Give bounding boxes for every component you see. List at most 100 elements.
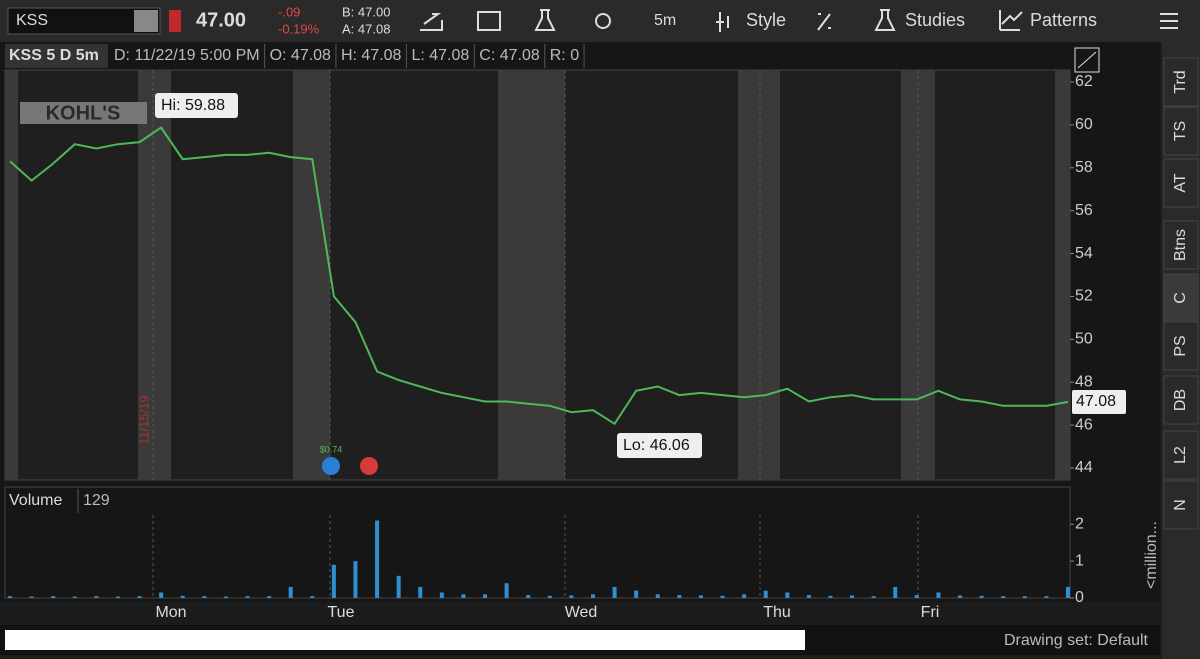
sidebar-tab[interactable]: [1163, 57, 1199, 107]
volume-bar: [331, 564, 336, 598]
header-field: H: 47.08: [341, 47, 402, 64]
style-icon[interactable]: [716, 12, 729, 32]
sidebar-tab-label[interactable]: L2: [1172, 446, 1189, 464]
volume-panel: [4, 486, 1071, 599]
sidebar-tab-label[interactable]: TS: [1172, 121, 1189, 141]
volume-bar: [979, 595, 984, 598]
scrollbar[interactable]: [5, 630, 805, 650]
earnings-icon[interactable]: [322, 457, 340, 475]
day-label: Wed: [565, 604, 598, 621]
sidebar-tab-label[interactable]: DB: [1172, 389, 1189, 411]
extended-hours: [293, 70, 330, 480]
sidebar-tab[interactable]: [1163, 158, 1199, 208]
dropdown[interactable]: [134, 10, 158, 32]
y-tick-label: 50: [1075, 331, 1093, 348]
change: -.09: [278, 4, 300, 19]
patterns-button[interactable]: Patterns: [1030, 10, 1097, 30]
last-price: 47.00: [196, 9, 246, 31]
volume-bar: [612, 586, 617, 598]
volume-bar: [1044, 596, 1049, 598]
symbol: KSS: [16, 12, 48, 29]
volume-bar: [439, 592, 444, 598]
sidebar-tab[interactable]: [1163, 106, 1199, 156]
percent-icon[interactable]: [817, 13, 831, 31]
volume-bar: [720, 595, 725, 598]
sidebar-tab-label[interactable]: N: [1172, 499, 1189, 511]
header-field: L: 47.08: [411, 47, 469, 64]
share-icon[interactable]: [420, 13, 443, 31]
conference-icon[interactable]: [360, 457, 378, 475]
dividend: $0.74: [320, 444, 343, 454]
volume-bar: [245, 596, 250, 598]
hi-label: Hi: 59.88: [161, 97, 225, 114]
sidebar-tab-label[interactable]: AT: [1172, 173, 1189, 192]
volume-bar: [698, 595, 703, 598]
volume-bar: [353, 561, 358, 598]
volume-bar: [461, 594, 466, 598]
sidebar-tab[interactable]: [1163, 321, 1199, 371]
volume-bar: [223, 596, 228, 598]
change-pct: -0.19%: [278, 21, 320, 36]
volume-bar: [526, 595, 531, 598]
volume-bar: [785, 592, 790, 598]
volume-bar: [1001, 596, 1006, 598]
style-button[interactable]: Style: [746, 10, 786, 30]
header-field: D: 11/22/19 5:00 PM: [114, 47, 260, 64]
extended-hours: [498, 70, 565, 480]
y-tick-label: 46: [1075, 416, 1093, 433]
volume-axis-label: <million...: [1143, 521, 1160, 589]
alert-icon[interactable]: [169, 10, 181, 32]
sidebar-tab-label[interactable]: PS: [1172, 335, 1189, 356]
header-field: R: 0: [550, 47, 579, 64]
volume-bar: [202, 596, 207, 598]
sidebar-tab[interactable]: [1163, 430, 1199, 480]
sidebar-tab-label[interactable]: Trd: [1172, 70, 1189, 93]
chart-title: KSS 5 D 5m: [9, 47, 99, 64]
logo-box: [20, 102, 147, 124]
flask-icon[interactable]: [534, 9, 556, 31]
period[interactable]: 5m: [654, 12, 676, 29]
y-tick-label: 60: [1075, 116, 1093, 133]
sidebar-tab[interactable]: [1163, 375, 1199, 425]
day-label: Thu: [763, 604, 791, 621]
volume-value: 129: [83, 492, 110, 509]
sidebar-tab[interactable]: [1163, 220, 1199, 270]
sidebar-tab-label[interactable]: C: [1172, 292, 1189, 304]
date-marker: 11/15/19: [136, 395, 151, 445]
lo-label: Lo: 46.06: [623, 437, 690, 454]
studies-icon[interactable]: [874, 9, 896, 31]
settings-icon[interactable]: [595, 13, 611, 29]
volume-bar: [763, 590, 768, 598]
sidebar-tab-label[interactable]: Btns: [1172, 229, 1189, 261]
header-field: O: 47.08: [270, 47, 331, 64]
expand-icon[interactable]: [1074, 47, 1100, 73]
patterns-icon[interactable]: [999, 10, 1023, 31]
info-icon[interactable]: [477, 11, 501, 31]
volume-bar: [742, 594, 747, 598]
volume-title: Volume: [9, 492, 62, 509]
y-tick-label: 58: [1075, 159, 1093, 176]
volume-bar: [634, 590, 639, 598]
ask: A: 47.08: [342, 21, 390, 36]
extended-hours: [738, 70, 780, 480]
volume-bar: [396, 575, 401, 598]
studies-button[interactable]: Studies: [905, 10, 965, 30]
extended-hours: [5, 70, 18, 480]
y-tick-label: 2: [1075, 515, 1084, 532]
day-label: Tue: [328, 604, 355, 621]
volume-bar: [1066, 586, 1070, 598]
header-field: C: 47.08: [479, 47, 540, 64]
extended-hours: [1055, 70, 1070, 480]
volume-bar: [569, 595, 574, 598]
volume-bar: [159, 592, 164, 598]
volume-bar: [310, 596, 315, 598]
sidebar-tab[interactable]: [1163, 480, 1199, 530]
bid: B: 47.00: [342, 4, 390, 19]
y-tick-label: 56: [1075, 202, 1093, 219]
volume-bar: [936, 592, 941, 598]
volume-bar: [958, 595, 963, 598]
y-tick-label: 0: [1075, 589, 1084, 606]
drawing-set[interactable]: Drawing set: Default: [1004, 632, 1149, 649]
menu-icon[interactable]: [1160, 13, 1178, 29]
